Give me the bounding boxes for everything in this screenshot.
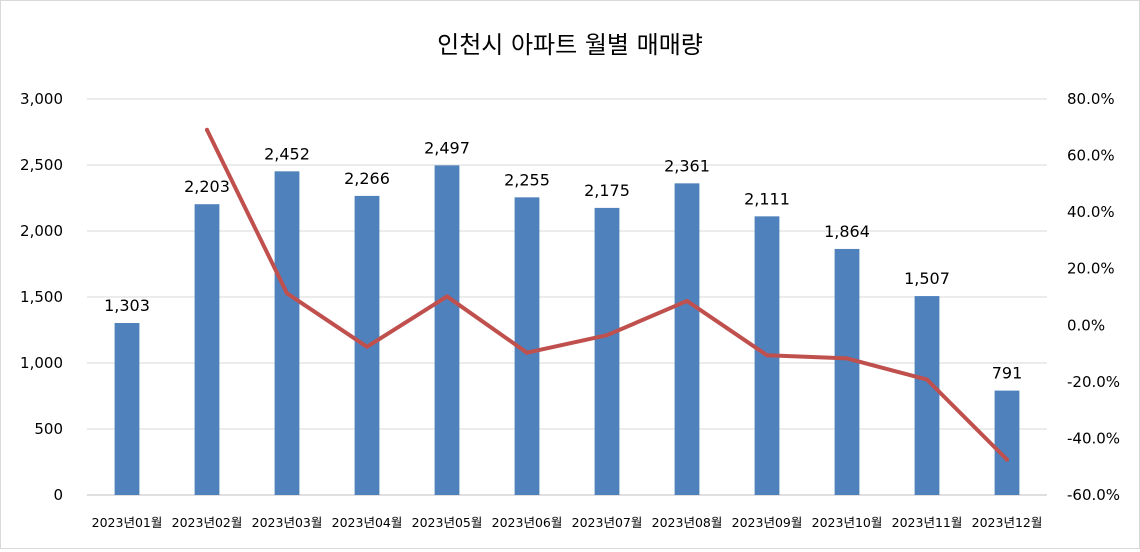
line-point (845, 356, 849, 361)
left-tick-label: 500 (34, 420, 63, 438)
bar (274, 171, 300, 495)
category-label: 2023년06월 (492, 515, 563, 530)
bar-data-label: 2,175 (584, 181, 630, 200)
category-label: 2023년11월 (892, 515, 963, 530)
bar (674, 183, 700, 495)
line-point (365, 344, 369, 349)
bar (194, 204, 220, 496)
left-tick-label: 3,000 (20, 90, 63, 108)
bar-data-label: 2,497 (424, 138, 470, 157)
category-label: 2023년07월 (572, 515, 643, 530)
bar (114, 323, 140, 495)
bar-data-label: 791 (992, 364, 1023, 383)
bar (994, 390, 1020, 495)
chart-title: 인천시 아파트 월별 매매량 (437, 31, 703, 59)
category-label: 2023년02월 (172, 515, 243, 530)
right-axis: -60.0% -40.0% -20.0% 0.0% 20.0% 40.0% 60.0% 80.… (1067, 90, 1120, 504)
right-tick-label: -60.0% (1067, 486, 1120, 504)
right-tick-label: 60.0% (1067, 147, 1115, 165)
line-point (205, 127, 209, 132)
bar-data-label: 1,303 (104, 296, 150, 315)
line-point (685, 298, 689, 303)
line-series (205, 127, 1009, 462)
right-tick-label: -20.0% (1067, 373, 1120, 391)
line-point (525, 350, 529, 355)
bar-data-label: 1,507 (904, 269, 950, 288)
bar (834, 248, 860, 495)
left-axis: 0 500 1,000 1,500 2,000 2,500 3,000 (20, 90, 63, 504)
bar-data-label: 2,266 (344, 169, 390, 188)
right-tick-label: 20.0% (1067, 260, 1115, 278)
left-tick-label: 1,500 (20, 288, 63, 306)
bar-data-label: 2,255 (504, 170, 550, 189)
left-tick-label: 1,000 (20, 354, 63, 372)
line-point (285, 291, 289, 296)
bar-data-label: 2,452 (264, 144, 310, 163)
right-tick-label: 80.0% (1067, 90, 1115, 108)
right-tick-label: 0.0% (1067, 316, 1105, 334)
category-label: 2023년05월 (412, 515, 483, 530)
line-point (765, 353, 769, 358)
line-point (605, 333, 609, 338)
bar-data-label: 1,864 (824, 222, 870, 241)
category-label: 2023년12월 (972, 515, 1043, 530)
line-point (445, 294, 449, 299)
category-label: 2023년10월 (812, 515, 883, 530)
category-label: 2023년09월 (732, 515, 803, 530)
gridlines (87, 98, 1047, 496)
bar (914, 296, 940, 495)
left-tick-label: 0 (53, 486, 63, 504)
right-tick-label: -40.0% (1067, 429, 1120, 447)
category-label: 2023년04월 (332, 515, 403, 530)
line-point (925, 377, 929, 382)
data-labels: 1,303 2,203 2,452 2,266 2,497 2,255 2,175 2,361… (104, 138, 1022, 382)
right-tick-label: 40.0% (1067, 203, 1115, 221)
category-axis: 2023년01월 2023년02월 2023년03월 2023년04월 2023년05월… (92, 515, 1043, 530)
left-tick-label: 2,000 (20, 222, 63, 240)
bar (594, 207, 620, 495)
left-tick-label: 2,500 (20, 156, 63, 174)
category-label: 2023년03월 (252, 515, 323, 530)
bar-data-label: 2,361 (664, 156, 710, 175)
bar-data-label: 2,111 (744, 189, 790, 208)
category-label: 2023년01월 (92, 515, 163, 530)
category-label: 2023년08월 (652, 515, 723, 530)
line-point (1005, 457, 1009, 462)
bar (434, 165, 460, 495)
bar-data-label: 2,203 (184, 177, 230, 196)
